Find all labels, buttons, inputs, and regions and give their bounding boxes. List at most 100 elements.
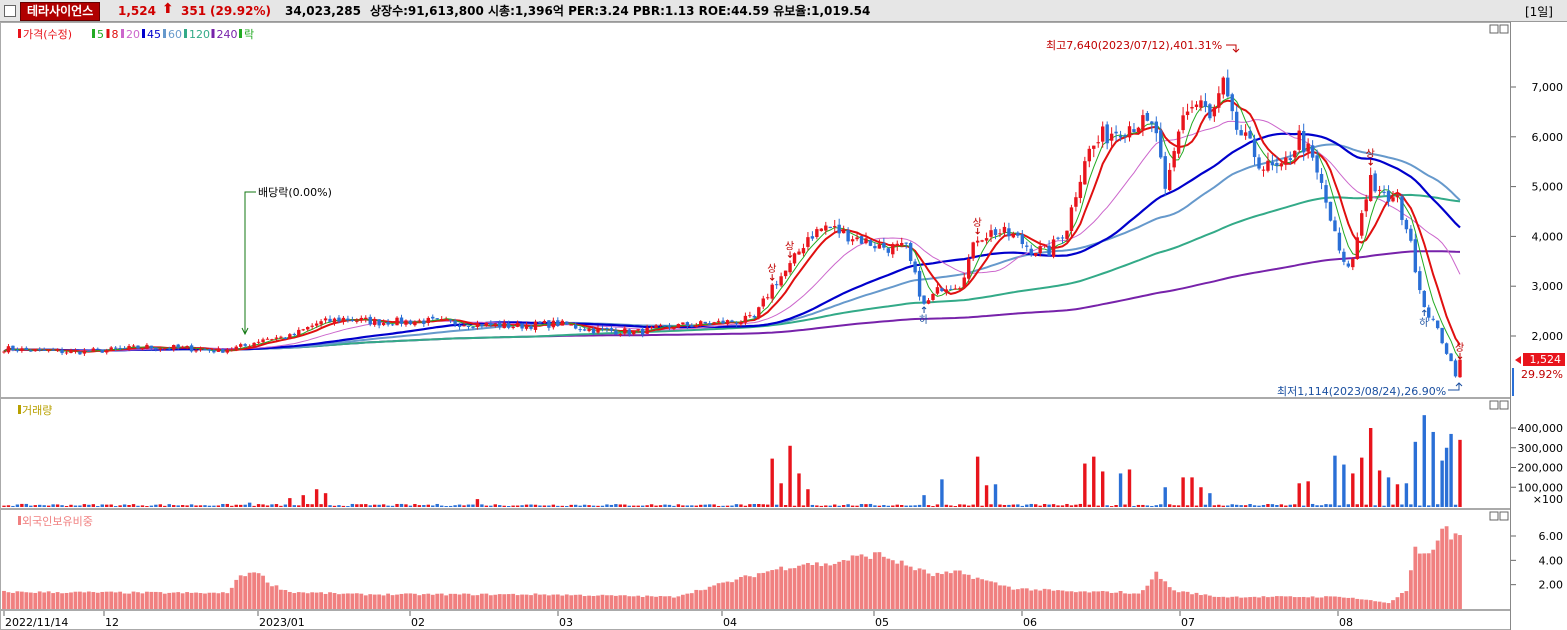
close-icon[interactable] [1499,400,1509,410]
volume-panel-controls[interactable] [1489,400,1509,410]
candle-body [1007,228,1011,237]
foreign-bar [386,593,390,609]
candle-body [1435,320,1440,329]
candle-body [471,326,475,328]
volume-bar [596,505,600,507]
candle-body [542,321,547,324]
volume-bar [1252,505,1257,507]
foreign-bar [1105,591,1110,609]
candle-body [1176,131,1181,154]
price-panel-controls[interactable] [1489,24,1509,34]
foreign-bar [113,592,118,609]
volume-bar [1060,505,1065,507]
foreign-bar [225,593,230,609]
candle-body [658,324,663,326]
foreign-bar [908,566,913,609]
candle-body [681,322,685,325]
foreign-bar [1029,590,1034,609]
volume-bar [766,504,770,507]
candle-body [498,322,502,328]
foreign-bar [538,594,542,609]
candle-body [774,284,779,286]
candle-body [1105,124,1109,144]
close-icon[interactable] [1499,24,1509,34]
candle-body [439,318,444,320]
x-axis-label: 05 [875,616,889,629]
candle-body [1159,130,1163,158]
foreign-y-label: 2.00 [1539,579,1564,592]
candle-body [645,327,649,334]
foreign-bar [881,556,886,609]
foreign-bar [234,579,239,609]
volume-bar [614,504,618,507]
volume-bar [1453,504,1458,507]
period-selector[interactable]: [1일] [1524,5,1553,19]
volume-bar [1069,505,1074,507]
foreign-bar [1078,591,1083,609]
foreign-bar [368,594,373,609]
foreign-bar [546,595,551,609]
volume-bar [1208,493,1212,507]
volume-bar [1105,505,1109,507]
foreign-bar [292,593,297,609]
volume-bar [46,505,51,507]
volume-bar [1132,505,1136,507]
foreign-bar [591,595,596,609]
volume-bar [1190,477,1194,507]
foreign-bar [859,554,864,609]
volume-bar [618,504,623,507]
foreign-bar [520,594,524,609]
candle-body [1078,181,1083,198]
volume-bar [265,505,270,507]
volume-bar [1007,504,1011,507]
price-range-bar [1512,368,1514,396]
close-icon[interactable] [1499,511,1509,521]
price-y-label: 3,000 [1532,280,1564,293]
maximize-icon[interactable] [1489,400,1499,410]
maximize-icon[interactable] [1489,511,1499,521]
foreign-bar [1239,597,1244,609]
foreign-bar [1386,603,1391,609]
candle-body [712,322,716,324]
candle-body [917,270,922,297]
volume-bar [207,505,212,507]
candle-body [703,321,707,324]
last-price-box [1523,353,1565,366]
foreign-bar [989,581,993,609]
candle-body [1074,197,1078,207]
volume-bar [734,504,739,507]
foreign-bar [917,568,922,609]
foreign-panel-controls[interactable] [1489,511,1509,521]
foreign-bar [158,592,163,609]
volume-bar [1404,483,1409,507]
candle-body [149,345,154,349]
candle-body [1167,169,1172,191]
volume-bar [1217,504,1221,507]
candle-body [958,288,962,290]
candle-body [1029,248,1033,255]
candle-body [694,325,698,328]
last-pct-label: 29.92% [1521,368,1563,381]
volume-bar [1172,505,1176,507]
volume-bar [297,505,301,507]
stock-name[interactable]: 테라사이언스 [20,2,101,21]
volume-bar [457,504,462,507]
foreign-bar [877,552,882,609]
candle-body [395,317,399,326]
foreign-bar [1033,589,1038,609]
volume-bar [1409,504,1413,507]
foreign-bar [555,594,560,609]
volume-bar [605,504,609,507]
volume-bar [386,505,390,507]
volume-bar [212,505,216,507]
foreign-bar [895,563,900,609]
candle-body [1060,237,1065,239]
limit-down-label: 하 [919,313,928,326]
volume-bar [1301,505,1306,507]
volume-bar [87,504,91,507]
candle-body [399,317,404,324]
maximize-icon[interactable] [1489,24,1499,34]
candle-body [2,351,6,353]
volume-bar [690,505,694,507]
select-checkbox[interactable] [4,5,16,17]
